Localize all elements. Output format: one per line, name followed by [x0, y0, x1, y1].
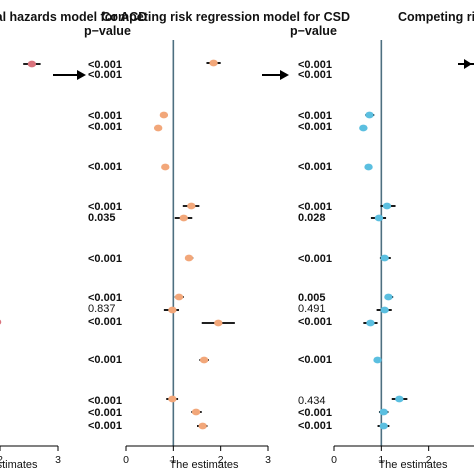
panel-3-estimate-point: [364, 163, 373, 171]
panel-2-pvalue: <0.001: [88, 110, 122, 122]
panel-2-estimate-point: [168, 306, 177, 314]
panel-2-estimate-point: [209, 59, 218, 67]
panel-1-estimate-point: [0, 319, 2, 325]
panel-2-pvalue: <0.001: [88, 59, 122, 71]
panel-3-estimate-point: [365, 111, 374, 119]
panel-2-estimate-point: [161, 163, 170, 171]
panel-2-estimate-point: [199, 356, 209, 364]
panel-2-pvalue: 0.035: [88, 212, 116, 224]
panel-3-tick-label: 0: [331, 454, 337, 466]
panel-2-estimate-point: [187, 202, 196, 210]
panel-1-tick-label: 2: [0, 454, 3, 466]
panel-3-estimate-point: [382, 202, 392, 210]
panel-3-pvalue: <0.001: [298, 253, 332, 265]
panel-2-tick-label: 3: [265, 454, 271, 466]
panel-3-estimate-point: [373, 356, 382, 364]
panel-3-pvalue: <0.001: [298, 201, 332, 213]
arrow-icon-edge: [458, 59, 474, 69]
panel-2-plot: 0 1 2 3 The estimates: [123, 40, 271, 471]
panel-2-estimate-point: [168, 395, 177, 403]
panel-2-estimate-point: [214, 319, 223, 327]
panel-3-pvalue: <0.001: [298, 354, 332, 366]
arrow-icon-right: [262, 70, 289, 80]
panel-2-x-axis-label: The estimates: [169, 459, 239, 471]
panel-2-tick-label: 0: [123, 454, 129, 466]
panel-3-pvalue: <0.001: [298, 69, 332, 81]
panel-3-pvalue: 0.028: [298, 212, 326, 224]
panel-3-tick-label: 1: [378, 454, 384, 466]
panel-1-title: nal hazards model for ACD: [0, 10, 147, 24]
panel-2-estimate-point: [179, 214, 188, 222]
panel-3-pvalue: 0.434: [298, 395, 326, 407]
panel-3-estimate-point: [379, 422, 388, 430]
panel-2-pvalue: <0.001: [88, 253, 122, 265]
panel-1-tick-label: 3: [55, 454, 61, 466]
panel-2-estimate-point: [174, 293, 184, 301]
panel-3-pvalue: <0.001: [298, 110, 332, 122]
panel-3-estimate-point: [380, 254, 389, 262]
panel-3-estimate-point: [380, 306, 389, 314]
arrow-icon-left: [53, 70, 86, 80]
panel-3-pvalue: <0.001: [298, 161, 332, 173]
panel-1-estimate-point: [27, 60, 37, 68]
panel-1-x-axis-label: estimates: [0, 459, 38, 471]
panel-2-pvalue: <0.001: [88, 292, 122, 304]
panel-1-plot: 2 3 estimates: [0, 60, 61, 471]
panel-2-pvalue: <0.001: [88, 161, 122, 173]
panel-3-estimate-point: [379, 408, 388, 416]
panel-2-pvalue-header: p−value: [84, 24, 131, 38]
panel-3-estimate-point: [395, 395, 404, 403]
panel-3-pvalue: 0.005: [298, 292, 326, 304]
panel-3-x-axis-label: The estimates: [378, 459, 448, 471]
panel-2-pvalue: <0.001: [88, 121, 122, 133]
panel-3-pvalue: <0.001: [298, 316, 332, 328]
panel-2-pvalue: <0.001: [88, 354, 122, 366]
panel-2-pvalue: <0.001: [88, 69, 122, 81]
panel-2-pvalue: <0.001: [88, 201, 122, 213]
panel-2-pvalue: <0.001: [88, 316, 122, 328]
panel-3-tick-label: 2: [426, 454, 432, 466]
panel-2-estimate-point: [198, 422, 207, 430]
panel-3-pvalue: 0.491: [298, 303, 326, 315]
panel-2-pvalue: 0.837: [88, 303, 116, 315]
panel-3-title: Competing risk: [398, 10, 474, 24]
panel-2-title: Competing risk regression model for CSD: [101, 10, 350, 24]
panel-3-estimate-point: [366, 319, 375, 327]
panel-2-tick-label: 1: [170, 454, 176, 466]
panel-3-estimate-point: [384, 293, 393, 301]
panel-2-estimate-point: [153, 124, 163, 132]
panel-3-pvalue: <0.001: [298, 420, 332, 432]
panel-3-estimate-point: [374, 214, 384, 222]
panel-3-pvalue: <0.001: [298, 407, 332, 419]
panel-2-estimate-point: [159, 111, 169, 119]
panel-2-estimate-point: [191, 408, 201, 416]
panel-3-estimate-point: [359, 124, 368, 132]
panel-2-pvalue: <0.001: [88, 407, 122, 419]
panel-3-pvalue-header: p−value: [290, 24, 337, 38]
panel-2-tick-label: 2: [218, 454, 224, 466]
panel-3-pvalue: <0.001: [298, 59, 332, 71]
panel-2-pvalue: <0.001: [88, 420, 122, 432]
panel-2-estimate-point: [184, 254, 194, 262]
panel-3-pvalue: <0.001: [298, 121, 332, 133]
panel-2-pvalue: <0.001: [88, 395, 122, 407]
